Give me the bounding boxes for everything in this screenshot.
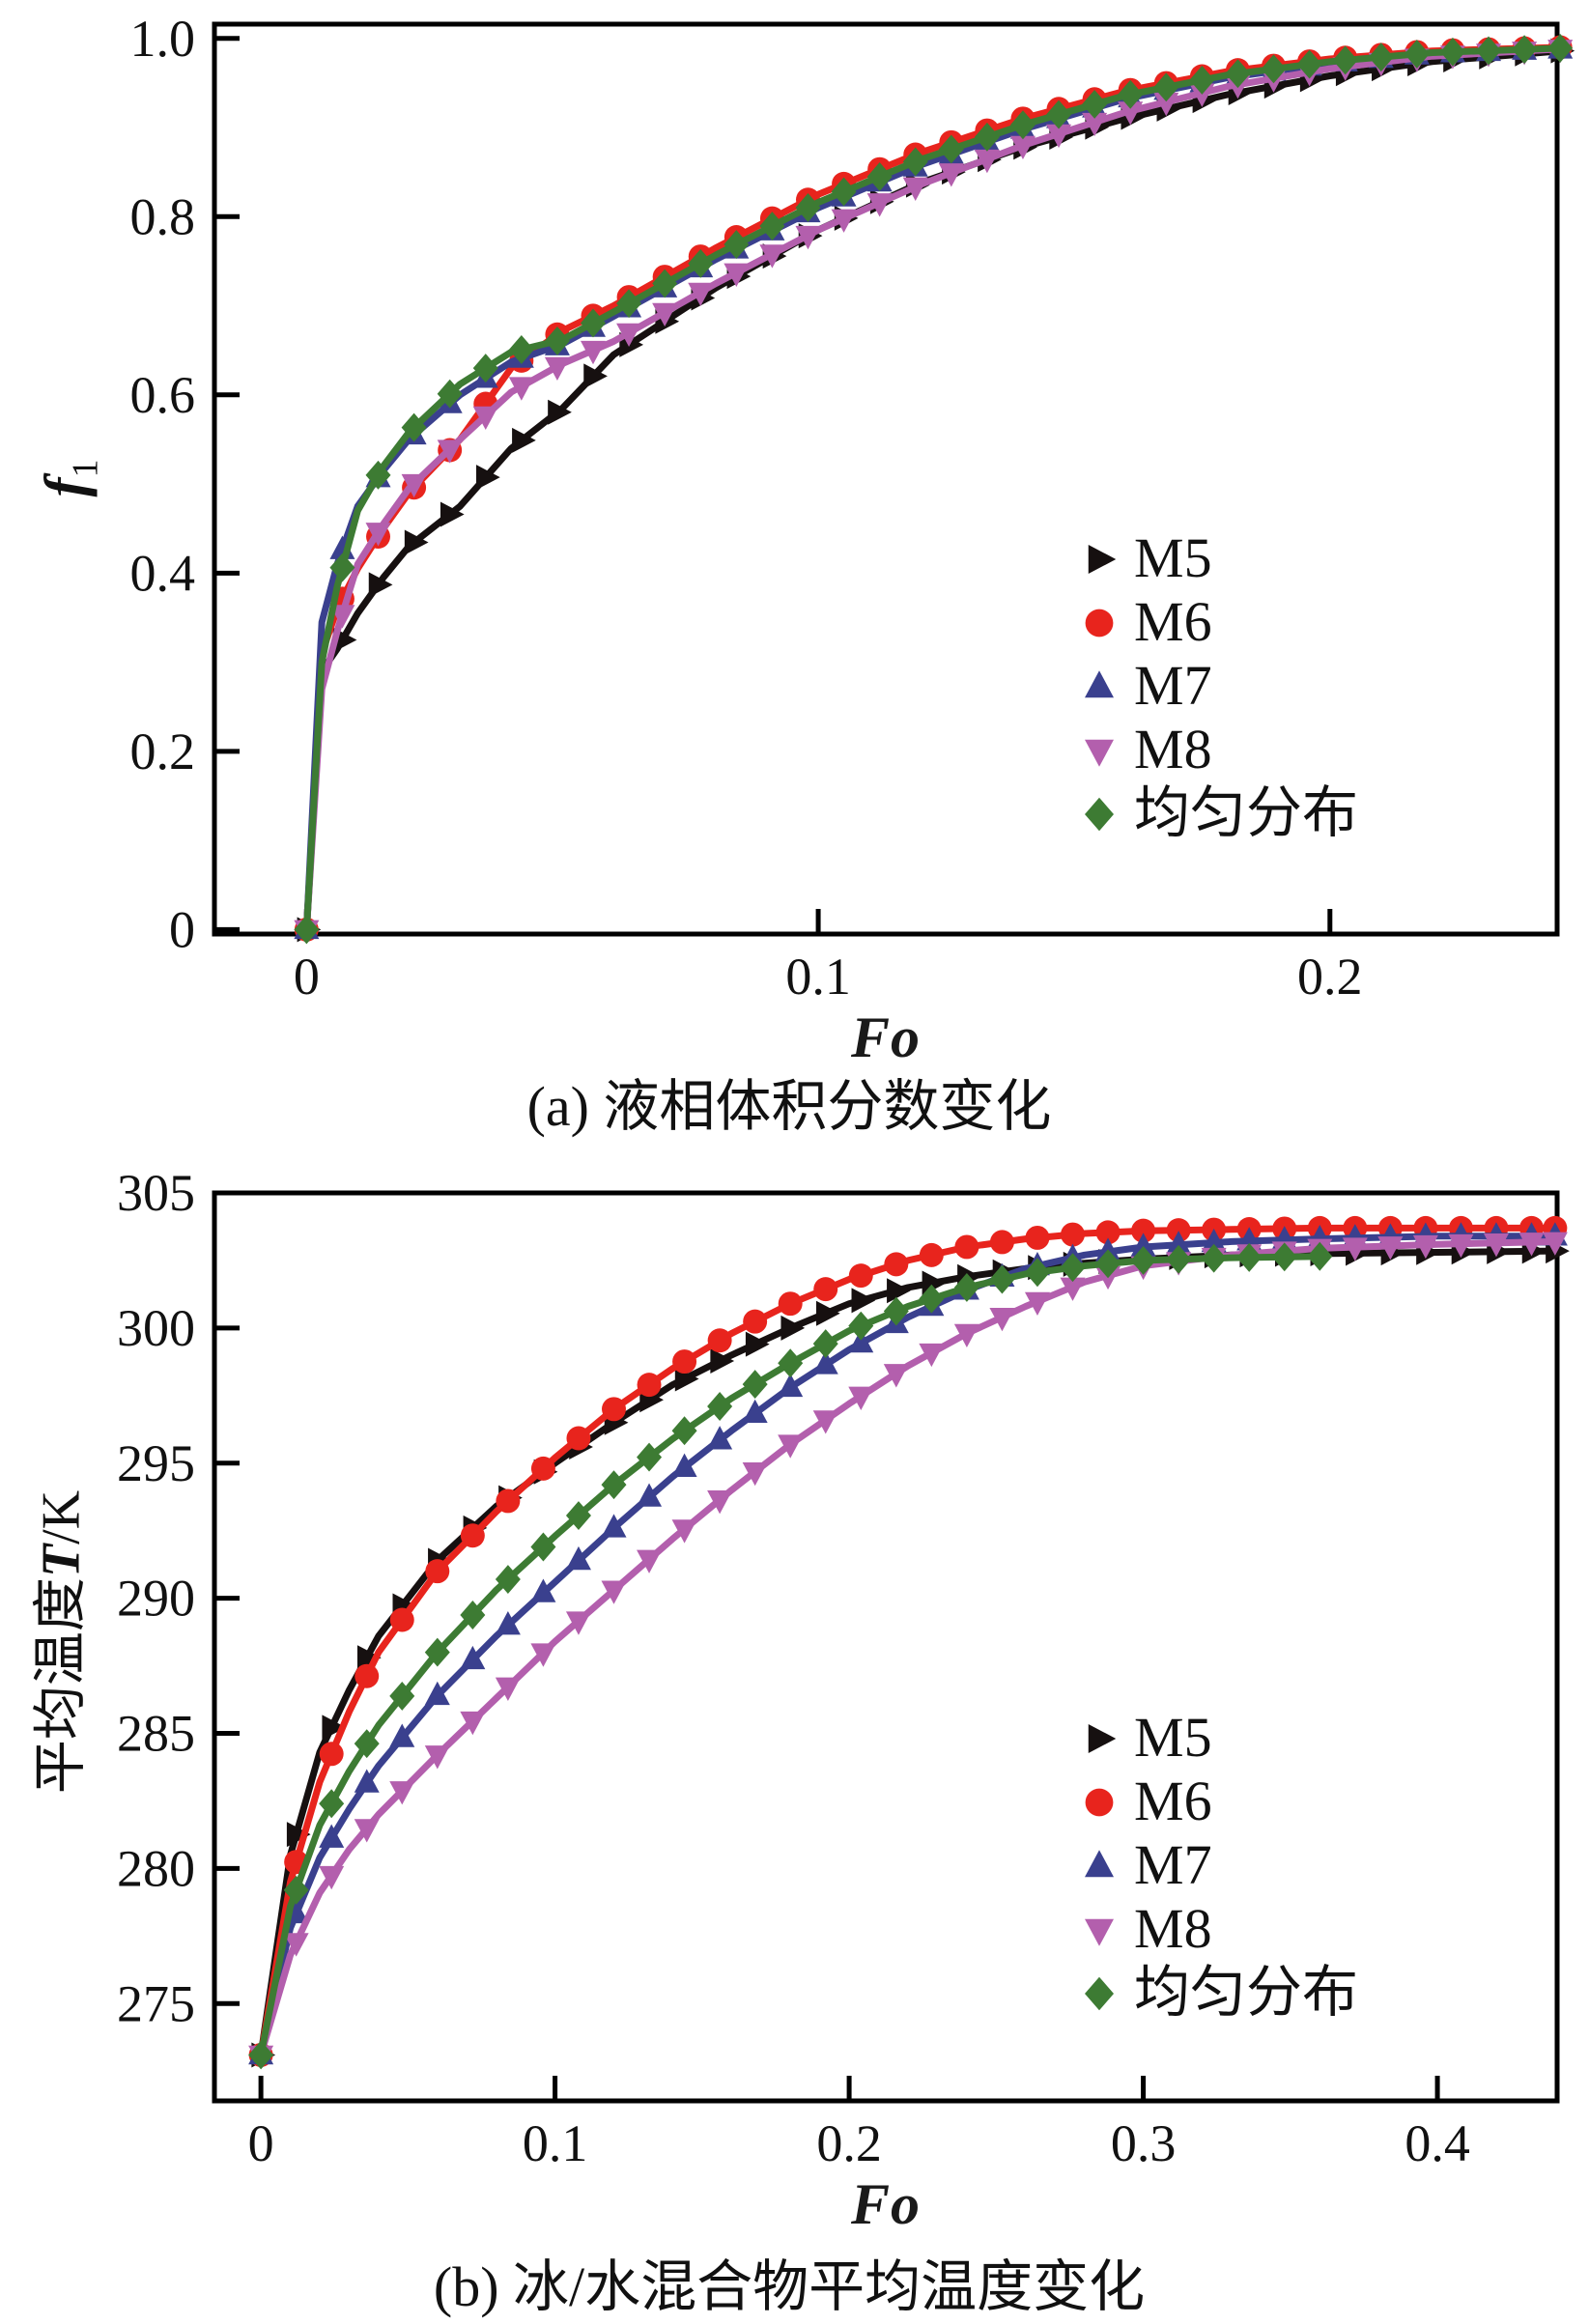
legend-item-均匀分布: 均匀分布 [1080,1961,1358,2025]
legend-marker-triangle-right-icon [1088,1724,1117,1753]
legend-item-M6: M6 [1080,1770,1358,1833]
panel-b-y-tick-label: 285 [117,1705,195,1763]
panel-a: 0 0.1 0.2 0 0.2 0.4 0.6 0.8 1.0 [130,10,1575,1006]
series-均匀分布 [294,33,1574,945]
panel-b-x-tick-label: 0.3 [1111,2114,1177,2172]
legend-item-M5: M5 [1080,526,1358,590]
panel-a-x-tick-label: 0 [294,948,320,1006]
series-M5 [297,38,1575,943]
panel-a-y-tick-label: 0.6 [130,366,196,424]
legend-label: M5 [1134,1706,1212,1769]
panel-a-y-axis-label: f1 [33,460,107,497]
legend-item-M8: M8 [1080,1897,1358,1961]
panel-b-y-tick-label: 290 [117,1570,195,1628]
panel-a-frame [212,21,1560,937]
panel-b-legend: M5 M6 M7 M8 均匀分布 [1080,1706,1358,2025]
legend-item-M6: M6 [1080,590,1358,654]
legend-label: M7 [1134,1833,1212,1896]
legend-label: M6 [1134,590,1212,653]
T-symbol: T [31,1544,92,1578]
legend-marker-triangle-down-icon [1085,1918,1114,1946]
panel-b-frame [212,1190,1560,2104]
legend-marker-circle-icon [1085,1788,1114,1817]
panel-b-x-tick-label: 0 [248,2114,274,2172]
panel-a-y-tick-label: 0.8 [130,187,196,245]
legend-marker-triangle-right-icon [1088,545,1117,574]
legend-label: 均匀分布 [1134,1961,1359,2024]
panel-b-x-axis-label: Fo [850,2172,922,2236]
panel-b-y-axis-label: 平均温度T/K [17,1490,96,1794]
series-M6 [294,35,1573,942]
legend-item-M8: M8 [1080,718,1358,781]
panel-a-y-tick-label: 1.0 [130,10,196,68]
panel-b-x-tick-label: 0.4 [1405,2114,1470,2172]
legend-item-M7: M7 [1080,654,1358,718]
panel-a-legend: M5 M6 M7 M8 均匀分布 [1080,526,1358,845]
legend-label: M7 [1134,654,1212,717]
f-subscript: 1 [65,459,106,478]
panel-b: 0 0.1 0.2 0.3 0.4 275 280 285 290 295 300 305 [117,1164,1570,2172]
temp-label-suffix: /K [31,1489,92,1545]
legend-label: M6 [1134,1770,1212,1832]
panel-a-x-tick-label: 0.2 [1297,948,1363,1006]
legend-label: M8 [1134,718,1212,780]
panel-a-y-tick-label: 0.2 [130,723,196,780]
panel-b-y-tick-label: 295 [117,1434,195,1492]
series-M7 [294,35,1574,940]
panel-a-x-axis-label: Fo [850,1006,922,1069]
legend-marker-triangle-up-icon [1085,1850,1114,1878]
legend-label: 均匀分布 [1134,781,1359,844]
legend-label: M8 [1134,1897,1212,1960]
legend-marker-diamond-icon [1085,797,1114,832]
panel-b-y-tick-label: 280 [117,1839,195,1897]
panel-b-x-tick-label: 0.1 [523,2114,588,2172]
panel-a-y-tick-label: 0.4 [130,544,196,602]
panel-b-y-tick-label: 275 [117,1974,195,2032]
panel-b-ticks: 0 0.1 0.2 0.3 0.4 275 280 285 290 295 300 305 [117,1164,1470,2172]
panel-a-ticks: 0 0.1 0.2 0 0.2 0.4 0.6 0.8 1.0 [130,10,1363,1006]
legend-marker-diamond-icon [1085,1976,1114,2011]
legend-marker-triangle-down-icon [1085,739,1114,767]
panel-a-caption: (a) 液相体积分数变化 [526,1075,1052,1138]
temp-label-prefix: 平均温度 [31,1577,92,1795]
panel-b-x-tick-label: 0.2 [816,2114,882,2172]
panel-b-y-tick-label: 300 [117,1299,195,1357]
panel-a-y-tick-label: 0 [169,900,195,958]
legend-item-M7: M7 [1080,1833,1358,1897]
legend-marker-circle-icon [1085,609,1114,638]
panel-b-y-tick-label: 305 [117,1164,195,1222]
legend-label: M5 [1134,526,1212,589]
series-均匀分布 [248,1241,1333,2070]
legend-marker-triangle-up-icon [1085,670,1114,698]
f-symbol: f [33,477,98,497]
panel-a-x-tick-label: 0.1 [785,948,851,1006]
legend-item-均匀分布: 均匀分布 [1080,781,1358,845]
panel-b-caption: (b) 冰/水混合物平均温度变化 [433,2255,1146,2318]
legend-item-M5: M5 [1080,1706,1358,1770]
